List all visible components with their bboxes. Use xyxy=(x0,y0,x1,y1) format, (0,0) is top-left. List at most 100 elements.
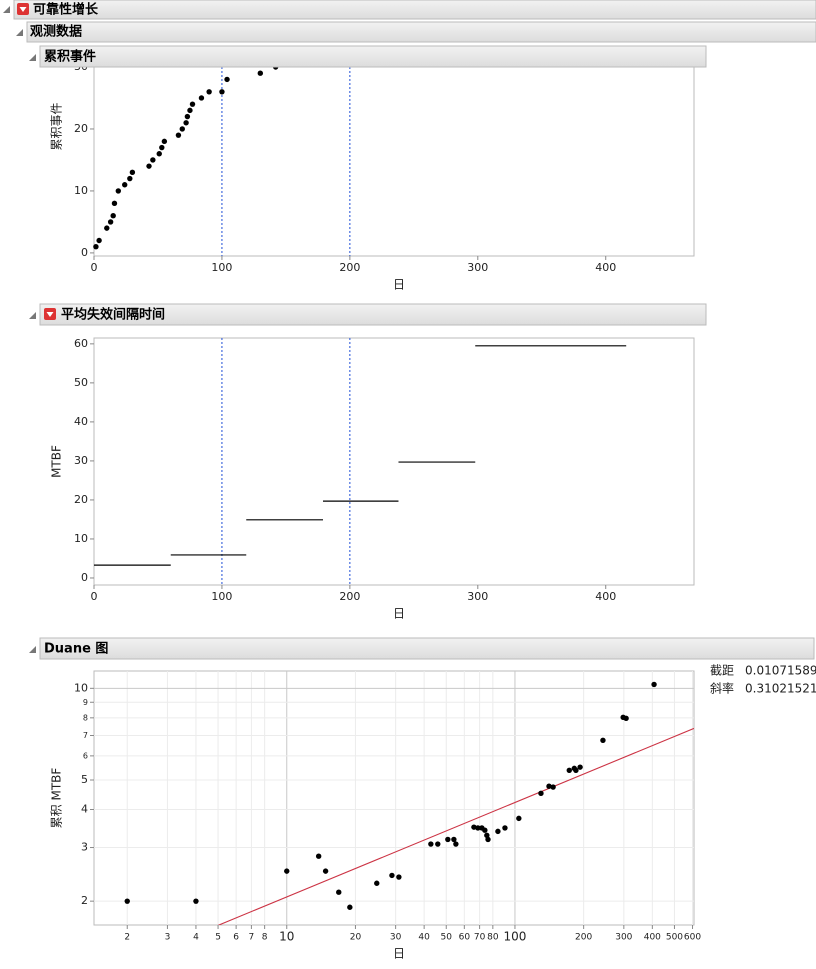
chart-title: 累积事件 xyxy=(44,49,96,65)
point xyxy=(389,872,395,879)
point xyxy=(107,219,114,225)
x-tick-label: 300 xyxy=(467,590,488,603)
y-tick-label: 5 xyxy=(81,773,88,786)
y-tick-label: 4 xyxy=(81,802,88,815)
point xyxy=(284,868,290,874)
x-tick-label: 7 xyxy=(249,933,255,943)
fit-label: 截距 xyxy=(710,664,734,678)
point xyxy=(146,163,152,169)
y-tick-label: 30 xyxy=(74,454,88,467)
y-tick-label: 60 xyxy=(74,337,88,350)
x-tick-label: 0 xyxy=(91,590,98,603)
point xyxy=(175,132,182,138)
x-tick-label: 600 xyxy=(684,933,701,943)
point xyxy=(566,767,572,774)
point xyxy=(623,715,629,722)
x-tick-label: 100 xyxy=(503,930,526,944)
header-bar xyxy=(39,303,707,326)
x-tick-label: 4 xyxy=(193,933,199,943)
point xyxy=(198,95,205,101)
plots: 0 100 200 300 400 0 10 20 30 日 累积事件 0 100 200 300 400 0 1… xyxy=(50,60,816,961)
point xyxy=(485,836,491,843)
disclosure-icon[interactable] xyxy=(29,312,36,319)
fit-value: 0.31021521 xyxy=(745,682,816,696)
point xyxy=(550,784,556,790)
point xyxy=(187,107,193,114)
plot-area xyxy=(93,337,695,586)
header-bar xyxy=(39,637,815,660)
y-axis-label: MTBF xyxy=(50,445,64,478)
point xyxy=(115,188,122,194)
point xyxy=(193,898,199,904)
section-title: 观测数据 xyxy=(30,24,82,40)
x-tick-label: 400 xyxy=(595,590,616,603)
x-tick-label: 100 xyxy=(211,261,232,274)
chart: 01002003004000102030日累积事件 xyxy=(50,60,695,292)
point xyxy=(257,70,264,76)
point xyxy=(453,841,459,847)
point xyxy=(127,175,133,182)
disclosure-icon[interactable] xyxy=(29,54,36,61)
menu-arrow xyxy=(19,7,27,12)
fit-label: 斜率 xyxy=(710,681,734,696)
plot-area xyxy=(93,670,695,926)
disclosure-icon[interactable] xyxy=(3,6,10,13)
chart: 2 3 4 5 6 7 8 10 20 30 40 50 60 70 80 100 200 300 400 500 60… xyxy=(50,664,816,961)
x-tick-label: 2 xyxy=(124,933,130,943)
x-tick-label: 50 xyxy=(441,933,453,943)
x-tick-label: 400 xyxy=(595,261,616,274)
point xyxy=(374,880,380,886)
disclosure-icon[interactable] xyxy=(16,29,23,36)
disclosure-icon[interactable] xyxy=(29,646,36,653)
point xyxy=(495,828,501,835)
y-tick-label: 10 xyxy=(74,532,88,545)
x-tick-label: 40 xyxy=(418,933,430,943)
x-axis-label: 日 xyxy=(393,947,405,961)
point xyxy=(111,200,118,207)
point xyxy=(347,904,353,910)
point xyxy=(124,898,130,904)
point xyxy=(315,853,322,859)
y-tick-label: 8 xyxy=(83,713,88,722)
y-tick-label: 10 xyxy=(74,681,88,694)
x-tick-label: 10 xyxy=(279,930,294,944)
point xyxy=(546,783,552,789)
point xyxy=(538,790,544,797)
point xyxy=(93,244,99,250)
y-tick-label: 7 xyxy=(83,731,88,740)
x-tick-label: 200 xyxy=(339,590,360,603)
point xyxy=(183,120,189,126)
point xyxy=(110,213,116,219)
x-tick-label: 20 xyxy=(350,933,362,943)
x-tick-label: 100 xyxy=(211,590,232,603)
chart-title: Duane 图 xyxy=(44,642,108,657)
chart-title: 平均失效间隔时间 xyxy=(61,307,165,323)
x-tick-label: 30 xyxy=(390,933,402,943)
x-tick-label: 300 xyxy=(467,261,488,274)
x-tick-label: 300 xyxy=(615,933,632,943)
x-tick-label: 0 xyxy=(91,261,98,274)
point xyxy=(516,815,522,822)
y-tick-label: 20 xyxy=(74,493,88,506)
x-axis-label: 日 xyxy=(393,278,405,292)
point xyxy=(502,825,508,831)
x-tick-label: 400 xyxy=(644,933,661,943)
y-tick-label: 2 xyxy=(81,894,88,907)
point xyxy=(396,874,402,880)
x-tick-label: 8 xyxy=(262,933,268,943)
point xyxy=(189,101,196,107)
fit-value: 0.01071589 xyxy=(745,664,816,678)
x-tick-label: 80 xyxy=(487,933,499,943)
menu-arrow xyxy=(46,312,54,317)
y-tick-label: 0 xyxy=(81,571,88,584)
header-bar xyxy=(26,21,816,43)
point xyxy=(651,681,657,688)
x-tick-label: 200 xyxy=(575,933,592,943)
point xyxy=(445,836,451,843)
point xyxy=(104,225,110,231)
point xyxy=(122,182,128,188)
y-tick-label: 40 xyxy=(74,415,88,428)
point xyxy=(484,832,490,839)
header-bar xyxy=(13,0,816,20)
y-tick-label: 6 xyxy=(83,751,88,760)
